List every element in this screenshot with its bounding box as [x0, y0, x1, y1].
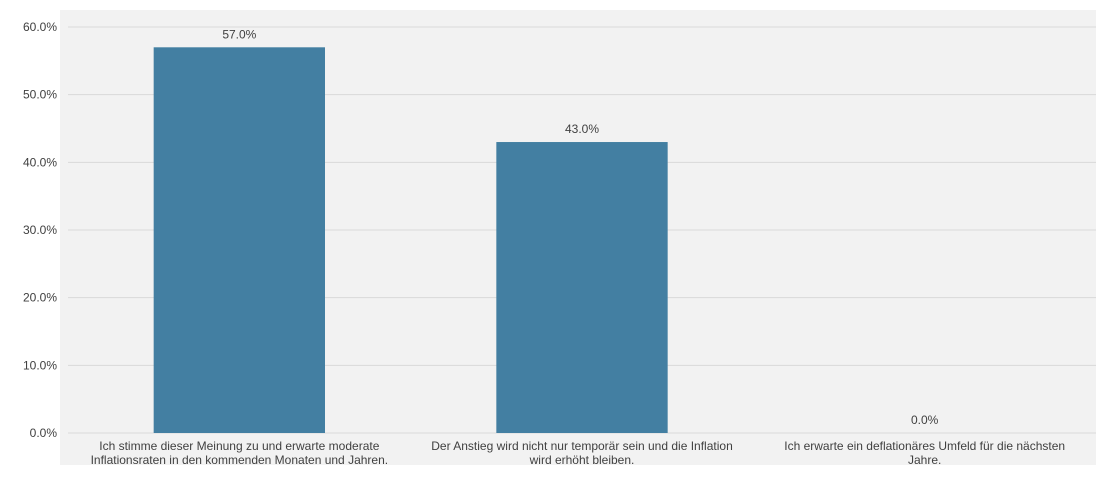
data-labels: 57.0% 43.0% 0.0%	[222, 27, 938, 427]
y-tick-label: 60.0%	[23, 20, 57, 34]
y-tick-label: 0.0%	[30, 426, 58, 440]
data-label: 0.0%	[911, 413, 939, 427]
y-tick-label: 30.0%	[23, 223, 57, 237]
data-label: 43.0%	[565, 122, 599, 136]
x-category-label-line: Der Anstieg wird nicht nur temporär sein…	[431, 439, 733, 453]
y-tick-label: 20.0%	[23, 291, 57, 305]
y-tick-label: 50.0%	[23, 88, 57, 102]
x-category-label: Ich erwarte ein deflationäres Umfeld für…	[784, 439, 1065, 467]
y-tick-label: 10.0%	[23, 358, 57, 372]
bar	[496, 142, 668, 434]
x-category-label-line: Inflationsraten in den kommenden Monaten…	[91, 453, 389, 467]
y-axis-ticks: 0.0% 10.0% 20.0% 30.0% 40.0% 50.0% 60.0%	[23, 20, 57, 440]
x-category-label-line: Jahre.	[908, 453, 941, 467]
x-axis-labels: Ich stimme dieser Meinung zu und erwarte…	[91, 439, 1066, 467]
x-category-label-line: Ich erwarte ein deflationäres Umfeld für…	[784, 439, 1065, 453]
y-tick-label: 40.0%	[23, 155, 57, 169]
bars	[153, 47, 668, 434]
x-category-label: Ich stimme dieser Meinung zu und erwarte…	[91, 439, 389, 467]
data-label: 57.0%	[222, 27, 256, 41]
x-category-label-line: wird erhöht bleiben.	[529, 453, 635, 467]
x-category-label: Der Anstieg wird nicht nur temporär sein…	[431, 439, 733, 467]
x-category-label-line: Ich stimme dieser Meinung zu und erwarte…	[99, 439, 379, 453]
bar	[153, 47, 325, 434]
